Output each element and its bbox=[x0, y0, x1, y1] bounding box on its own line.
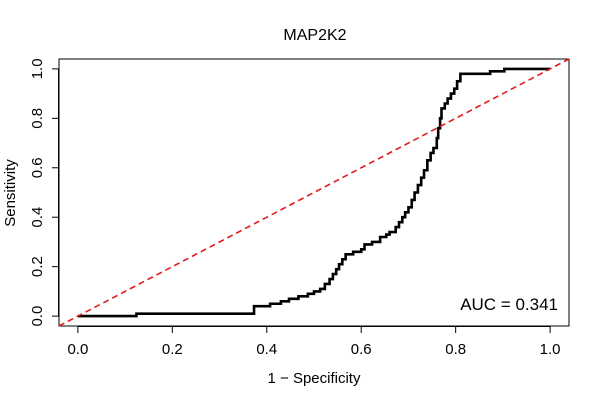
y-tick-label: 0.6 bbox=[29, 157, 46, 178]
chart-title: MAP2K2 bbox=[283, 27, 346, 44]
x-tick-label: 0.6 bbox=[351, 341, 372, 358]
y-axis-title: Sensitivity bbox=[2, 159, 19, 227]
roc-curve bbox=[77, 67, 551, 318]
series-layer bbox=[58, 58, 570, 327]
x-axis-title: 1 − Specificity bbox=[268, 370, 361, 387]
x-tick-label: 0.0 bbox=[67, 341, 88, 358]
auc-annotation: AUC = 0.341 bbox=[460, 295, 558, 314]
x-tick-label: 0.4 bbox=[256, 341, 277, 358]
y-tick-label: 1.0 bbox=[29, 58, 46, 79]
y-tick-label: 0.0 bbox=[29, 306, 46, 327]
x-tick-label: 0.2 bbox=[162, 341, 183, 358]
y-tick-label: 0.8 bbox=[29, 108, 46, 129]
x-axis: 0.0 0.2 0.4 0.6 0.8 1.0 bbox=[67, 326, 561, 358]
x-tick-label: 0.8 bbox=[445, 341, 466, 358]
chance-line bbox=[58, 58, 570, 327]
y-tick-label: 0.4 bbox=[29, 207, 46, 228]
x-tick-label: 1.0 bbox=[540, 341, 561, 358]
y-tick-label: 0.2 bbox=[29, 256, 46, 277]
y-axis: 0.0 0.2 0.4 0.6 0.8 1.0 bbox=[29, 58, 59, 327]
